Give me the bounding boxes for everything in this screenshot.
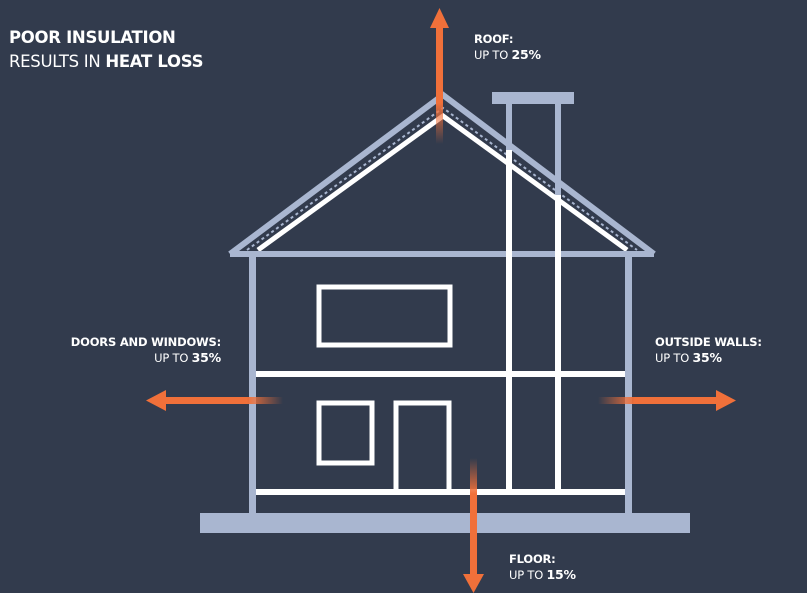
- title-line-2-emphasis: HEAT LOSS: [105, 52, 204, 71]
- title-line-2: RESULTS IN HEAT LOSS: [9, 50, 203, 74]
- outside-walls-callout: OUTSIDE WALLS: UP TO 35%: [655, 335, 762, 366]
- floor-value-line: UP TO 15%: [509, 567, 577, 582]
- doors-windows-value: 35%: [191, 350, 222, 365]
- floor-arrow-head: [463, 574, 484, 593]
- outside-walls-arrow-head: [716, 390, 736, 411]
- floor-value: 15%: [546, 567, 577, 582]
- chimney-inner-left: [506, 150, 512, 495]
- roof-arrow-shaft: [436, 26, 443, 144]
- roof-callout: ROOF: UP TO 25%: [474, 32, 541, 63]
- floor-prefix: UP TO: [509, 568, 547, 582]
- doors-windows-callout: DOORS AND WINDOWS: UP TO 35%: [0, 335, 221, 366]
- ground-slab: [200, 513, 690, 533]
- outside-walls-arrow-shaft: [598, 397, 720, 404]
- roof-heading: ROOF:: [474, 32, 514, 46]
- lower-window: [316, 400, 375, 466]
- doors-windows-heading: DOORS AND WINDOWS:: [70, 335, 221, 349]
- roof-value-line: UP TO 25%: [474, 47, 542, 62]
- upper-floor: [256, 371, 625, 377]
- wall-right: [625, 254, 632, 514]
- doors-windows-prefix: UP TO: [154, 351, 192, 365]
- outside-walls-value-line: UP TO 35%: [655, 350, 723, 365]
- floor-arrow-shaft: [470, 458, 477, 578]
- floor-callout: FLOOR: UP TO 15%: [509, 552, 576, 583]
- ground-floor: [256, 489, 625, 495]
- upper-window: [316, 284, 453, 348]
- outside-walls-value: 35%: [692, 350, 723, 365]
- roof-arrow-head: [430, 8, 449, 28]
- doors-windows-value-line: UP TO 35%: [154, 350, 222, 365]
- chimney-cap: [492, 92, 574, 104]
- outside-walls-heading: OUTSIDE WALLS:: [655, 335, 762, 349]
- diagram-title: POOR INSULATION RESULTS IN HEAT LOSS: [9, 26, 203, 74]
- front-door: [393, 400, 452, 490]
- doors-windows-arrow-shaft: [163, 397, 283, 404]
- eave-line: [230, 251, 654, 257]
- title-line-1: POOR INSULATION: [9, 28, 176, 47]
- outside-walls-prefix: UP TO: [655, 351, 693, 365]
- floor-heading: FLOOR:: [509, 552, 556, 566]
- wall-left: [249, 254, 256, 514]
- chimney-inner-right: [555, 195, 561, 495]
- doors-windows-arrow-head: [146, 390, 166, 411]
- roof-value: 25%: [511, 47, 542, 62]
- title-line-2-prefix: RESULTS IN: [9, 52, 106, 71]
- roof-prefix: UP TO: [474, 48, 512, 62]
